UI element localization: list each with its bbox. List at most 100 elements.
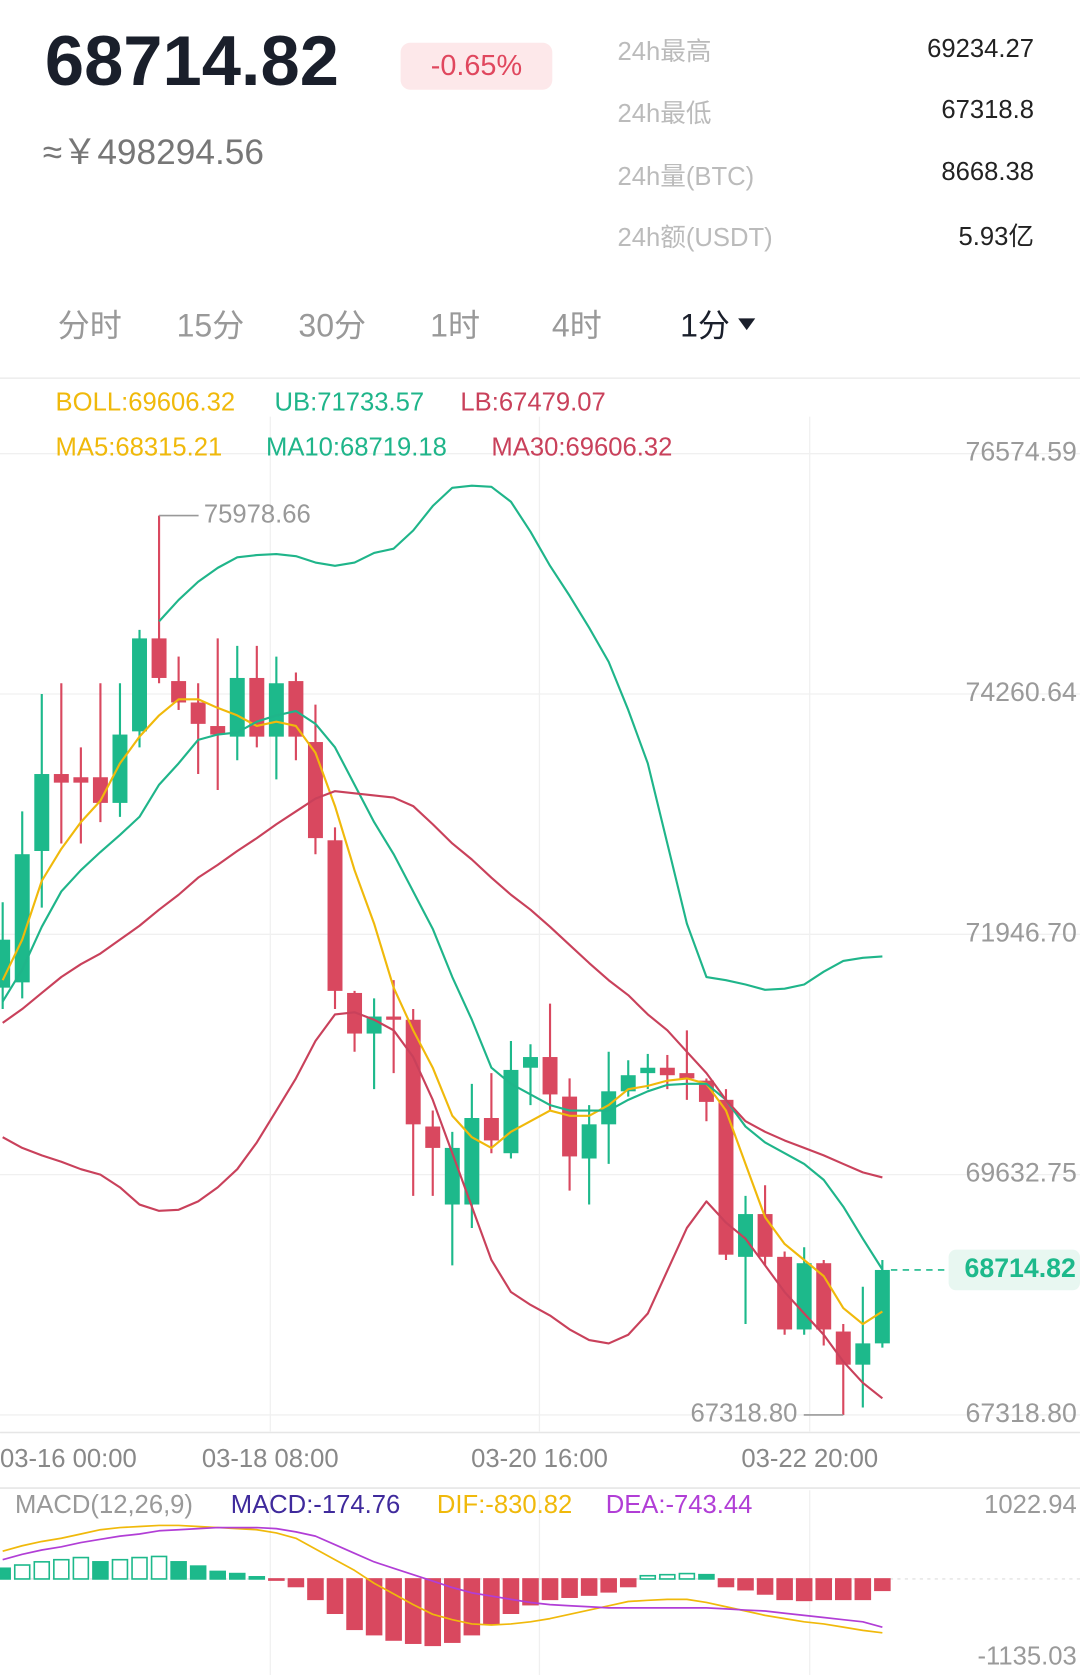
macd-bar bbox=[639, 1574, 657, 1580]
low-label: 67318.80 bbox=[690, 1400, 797, 1428]
macd-bar bbox=[92, 1561, 109, 1580]
macd-bar bbox=[0, 1567, 11, 1580]
candle-body bbox=[523, 1057, 538, 1068]
candle-body bbox=[229, 677, 245, 737]
stat-label: 24h最低 bbox=[617, 99, 711, 128]
macd-bar bbox=[483, 1578, 500, 1625]
y-tick-label: 1022.94 bbox=[984, 1491, 1077, 1519]
candle-body bbox=[268, 683, 284, 737]
macd-bar bbox=[131, 1556, 148, 1580]
candle-body bbox=[14, 854, 30, 983]
vertical-grid bbox=[269, 416, 811, 1675]
y-tick-label: -1135.03 bbox=[978, 1643, 1077, 1671]
macd-bar bbox=[326, 1578, 344, 1615]
macd-bar bbox=[189, 1565, 207, 1580]
line bbox=[1, 709, 884, 1271]
stat-label: 24h最高 bbox=[617, 37, 711, 66]
candle-body bbox=[73, 777, 89, 783]
macd-bar bbox=[346, 1578, 363, 1631]
tab-active[interactable]: 1分 bbox=[680, 307, 730, 343]
legend-label: BOLL:69606.32 bbox=[56, 389, 236, 417]
macd-bar bbox=[561, 1578, 578, 1598]
macd-bar bbox=[424, 1578, 442, 1647]
macd-bar bbox=[307, 1578, 324, 1601]
candle-body bbox=[288, 681, 304, 737]
macd-bar bbox=[854, 1578, 872, 1601]
legend-label: MA10:68719.18 bbox=[266, 433, 447, 461]
candle-body bbox=[738, 1214, 754, 1257]
candle-body bbox=[640, 1067, 656, 1074]
stat-label: 24h量(BTC) bbox=[617, 163, 754, 191]
x-tick-label: 03-16 00:00 bbox=[0, 1445, 137, 1473]
candle-body bbox=[34, 774, 50, 851]
macd-bar bbox=[600, 1578, 617, 1593]
tab[interactable]: 15分 bbox=[177, 307, 245, 343]
candle-body bbox=[190, 702, 206, 724]
macd-title: MACD(12,26,9) bbox=[15, 1491, 193, 1519]
macd-bar bbox=[111, 1558, 129, 1580]
macd-bar bbox=[756, 1578, 774, 1595]
macd-bar bbox=[248, 1576, 266, 1580]
stat-value: 69234.27 bbox=[927, 35, 1034, 63]
line bbox=[2, 1526, 883, 1628]
macd-bar bbox=[150, 1555, 168, 1580]
candle-body bbox=[659, 1067, 675, 1076]
dropdown-arrow[interactable] bbox=[738, 318, 756, 331]
macd-bar bbox=[678, 1572, 696, 1580]
line bbox=[1, 698, 883, 1326]
macd-bar bbox=[717, 1578, 735, 1588]
macd-bar bbox=[502, 1578, 520, 1615]
candle-body bbox=[796, 1263, 812, 1330]
legend-label: MA5:68315.21 bbox=[56, 433, 223, 461]
candle-body bbox=[0, 939, 11, 988]
tab[interactable]: 30分 bbox=[298, 307, 366, 343]
price: 68714.82 bbox=[45, 21, 339, 100]
macd-bar bbox=[444, 1578, 461, 1643]
change-badge bbox=[400, 42, 553, 90]
macd-bar bbox=[287, 1578, 305, 1588]
macd-bar bbox=[463, 1578, 481, 1636]
candle-body bbox=[718, 1099, 734, 1255]
macd-bar bbox=[404, 1578, 422, 1644]
line bbox=[2, 1011, 884, 1400]
macd-bar bbox=[228, 1572, 246, 1580]
candle-body bbox=[581, 1124, 597, 1159]
macd-bar bbox=[268, 1578, 285, 1581]
candle-body bbox=[542, 1057, 558, 1095]
legend-label: UB:71733.57 bbox=[275, 389, 425, 417]
chart-layer: 76574.59 74260.64 71946.70 69632.75 67318.80… bbox=[0, 389, 1080, 1671]
y-tick-label: 76574.59 bbox=[965, 437, 1076, 467]
y-tick-label: 67318.80 bbox=[965, 1398, 1076, 1428]
candle-body bbox=[483, 1118, 499, 1141]
tab[interactable]: 1时 bbox=[430, 307, 480, 343]
candle-body bbox=[816, 1263, 832, 1330]
macd-bar bbox=[776, 1578, 793, 1601]
candle-body bbox=[679, 1073, 695, 1079]
macd-bar bbox=[541, 1578, 559, 1601]
macd-bar bbox=[815, 1578, 833, 1601]
y-tick-label: 69632.75 bbox=[965, 1158, 1076, 1188]
legend-label: MA30:69606.32 bbox=[491, 433, 672, 461]
legend-label: LB:67479.07 bbox=[460, 389, 605, 417]
macd-bar bbox=[53, 1558, 70, 1580]
macd-bar bbox=[795, 1578, 813, 1602]
macd-bar bbox=[659, 1573, 676, 1580]
candle-body bbox=[405, 1019, 421, 1125]
macd-bar bbox=[385, 1578, 402, 1641]
macd-bar bbox=[33, 1561, 51, 1580]
candle-body bbox=[151, 638, 167, 678]
tab[interactable]: 4时 bbox=[552, 307, 602, 343]
candle-body bbox=[874, 1269, 890, 1344]
macd-bar bbox=[834, 1578, 852, 1601]
macd-bar bbox=[72, 1556, 90, 1580]
candle-body bbox=[210, 726, 226, 735]
candle-body bbox=[503, 1069, 519, 1154]
candle-body bbox=[620, 1075, 636, 1092]
stat-value: 67318.8 bbox=[941, 96, 1034, 124]
tab[interactable]: 分时 bbox=[58, 307, 122, 343]
stat-value: 8668.38 bbox=[941, 158, 1034, 186]
candle-body bbox=[386, 1016, 402, 1020]
line bbox=[2, 790, 883, 1179]
last-price-label: 68714.82 bbox=[965, 1253, 1076, 1283]
